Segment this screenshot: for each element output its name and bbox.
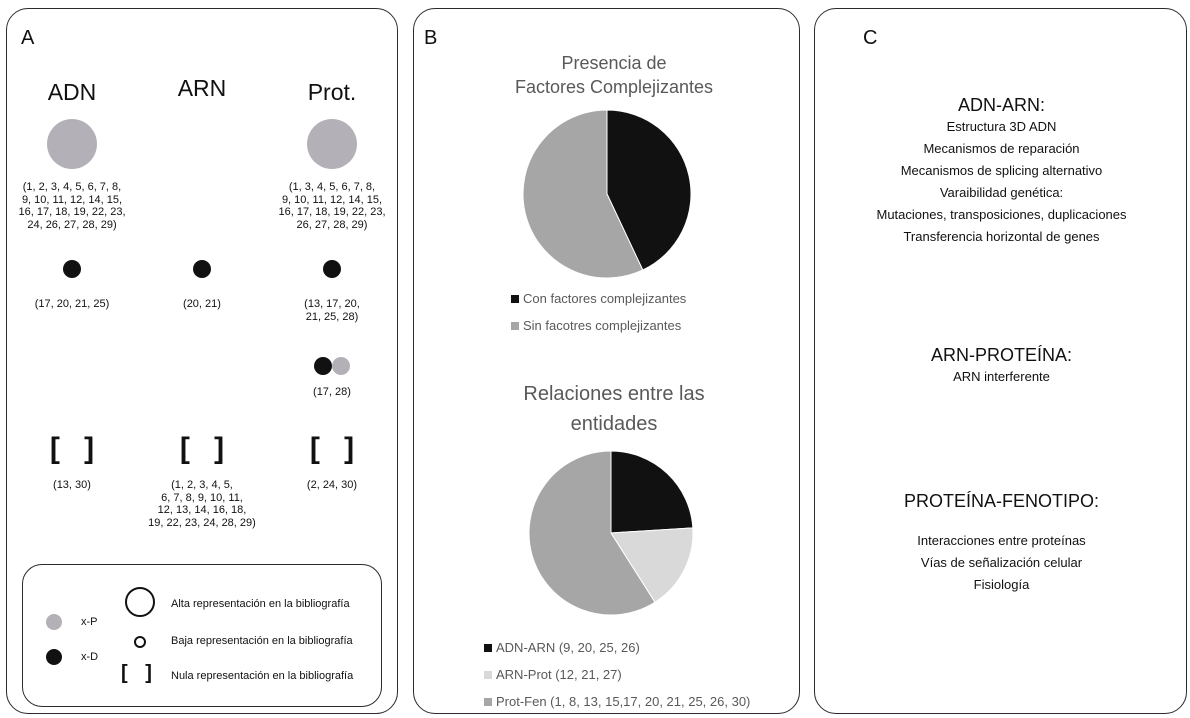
chart2-title-line2: entidades xyxy=(570,413,658,435)
chart1-legend-item-0: Con factores complejizantes xyxy=(511,291,686,306)
chart2-legend-item-0: ADN-ARN (9, 20, 25, 26) xyxy=(484,640,640,655)
section-adn-arn-item: Mecanismos de reparación xyxy=(923,141,1080,156)
legend-xp-swatch xyxy=(46,614,62,630)
section-arn-proteina-item: ARN interferente xyxy=(953,369,1050,384)
section-adn-arn-item: Transferencia horizontal de genes xyxy=(903,229,1100,244)
null-representation-bracket-adn: [ ] xyxy=(49,432,103,465)
prot-high-list: (1, 3, 4, 5, 6, 7, 8, 9, 10, 11, 12, 14,… xyxy=(278,181,386,231)
section-arn-proteina-title: ARN-PROTEÍNA: xyxy=(930,345,1072,365)
chart2-pie xyxy=(528,450,694,616)
legend-xp-label: x-P xyxy=(81,616,98,628)
chart1-title-line2: Factores Complejizantes xyxy=(514,77,714,97)
chart2-title: Relaciones entre las entidades xyxy=(474,379,754,439)
prot-null-list: (2, 24, 30) xyxy=(306,479,358,491)
arn-low-list: (20, 21) xyxy=(183,298,221,310)
legend-low-circle xyxy=(134,636,146,648)
legend-low-label: Baja representación en la bibliografía xyxy=(171,635,353,647)
section-adn-arn-item: Estructura 3D ADN xyxy=(946,119,1057,134)
section-proteina-fenotipo-item: Vías de señalización celular xyxy=(920,555,1083,570)
chart2-slice-1 xyxy=(610,527,694,603)
low-representation-xd-dot-prot xyxy=(323,260,341,278)
chart1-legend-label-0: Con factores complejizantes xyxy=(523,291,687,306)
legend-null-bracket: [ ] xyxy=(121,662,158,684)
chart1-title: Presencia de Factores Complejizantes xyxy=(474,51,754,99)
legend-xd-swatch xyxy=(46,649,62,665)
low-representation-xd-dot-arn xyxy=(193,260,211,278)
chart1-title-line1: Presencia de xyxy=(561,53,667,73)
high-representation-xp-circle-adn xyxy=(47,119,97,169)
chart2-legend-label-0: ADN-ARN (9, 20, 25, 26) xyxy=(496,640,640,655)
null-representation-bracket-arn: [ ] xyxy=(179,432,233,465)
legend-high-circle xyxy=(125,587,155,617)
chart2-legend-label-1: ARN-Prot (12, 21, 27) xyxy=(496,667,622,682)
panel-a-letter: A xyxy=(21,27,35,49)
section-arn-proteina: ARN-PROTEÍNA: ARN interferente xyxy=(815,345,1188,388)
adn-high-list: (1, 2, 3, 4, 5, 6, 7, 8, 9, 10, 11, 12, … xyxy=(18,181,126,231)
section-adn-arn-item: Mecanismos de splicing alternativo xyxy=(900,163,1103,178)
chart2-legend-item-2: Prot-Fen (1, 8, 13, 15,17, 20, 21, 25, 2… xyxy=(484,694,750,709)
chart2-legend-swatch-0 xyxy=(484,643,492,652)
chart1-slice-0 xyxy=(606,109,692,271)
prot-pair-list: (17, 28) xyxy=(313,386,351,398)
chart1-legend-swatch-0 xyxy=(511,294,519,303)
adn-low-list: (17, 20, 21, 25) xyxy=(34,298,110,310)
section-proteina-fenotipo: PROTEÍNA-FENOTIPO: Interacciones entre p… xyxy=(815,491,1188,596)
column-header-adn: ADN xyxy=(47,79,97,105)
legend-null-label: Nula representación en la bibliografía xyxy=(171,670,354,682)
adn-null-list: (13, 30) xyxy=(53,479,91,491)
legend-high-label: Alta representación en la bibliografía xyxy=(171,598,350,610)
section-proteina-fenotipo-title: PROTEÍNA-FENOTIPO: xyxy=(903,491,1099,511)
panel-a: A ADN ARN Prot. (1, 2, 3, 4, 5, 6, 7, 8,… xyxy=(6,8,398,714)
column-header-prot: Prot. xyxy=(307,79,357,105)
pair-xp-dot xyxy=(332,357,350,375)
pair-xd-dot xyxy=(314,357,332,375)
section-proteina-fenotipo-item: Fisiología xyxy=(973,577,1030,592)
section-adn-arn-item: Mutaciones, transposiciones, duplicacion… xyxy=(876,207,1127,222)
prot-low-list: (13, 17, 20, 21, 25, 28) xyxy=(304,298,360,323)
chart2-legend-label-2: Prot-Fen (1, 8, 13, 15,17, 20, 21, 25, 2… xyxy=(496,694,751,709)
chart1-legend-swatch-1 xyxy=(511,321,519,330)
chart2-legend-item-1: ARN-Prot (12, 21, 27) xyxy=(484,667,622,682)
panel-c-letter: C xyxy=(863,27,878,49)
panel-b: B Presencia de Factores Complejizantes C… xyxy=(413,8,800,714)
chart1-pie xyxy=(522,109,692,279)
section-adn-arn-title: ADN-ARN: xyxy=(957,95,1045,115)
low-representation-xd-dot-adn xyxy=(63,260,81,278)
high-representation-xp-circle-prot xyxy=(307,119,357,169)
panel-c: C ADN-ARN: Estructura 3D ADN Mecanismos … xyxy=(814,8,1187,714)
chart1-legend-label-1: Sin facotres complejizantes xyxy=(523,318,682,333)
null-representation-bracket-prot: [ ] xyxy=(309,432,363,465)
chart1-legend-item-1: Sin facotres complejizantes xyxy=(511,318,681,333)
chart2-slice-0 xyxy=(610,450,694,534)
panel-b-letter: B xyxy=(424,27,438,49)
section-adn-arn-item: Varaibilidad genética: xyxy=(939,185,1064,200)
legend-box: x-P x-D Alta representación en la biblio… xyxy=(22,564,382,707)
arn-null-list: (1, 2, 3, 4, 5, 6, 7, 8, 9, 10, 11, 12, … xyxy=(148,479,256,529)
legend-xd-label: x-D xyxy=(81,651,99,663)
chart2-legend-swatch-2 xyxy=(484,697,492,706)
chart2-title-line1: Relaciones entre las xyxy=(523,383,705,405)
chart2-legend-swatch-1 xyxy=(484,670,492,679)
chart1-slice-1 xyxy=(522,109,644,279)
section-proteina-fenotipo-item: Interacciones entre proteínas xyxy=(917,533,1086,548)
chart2-slice-2 xyxy=(528,450,656,616)
column-header-arn: ARN xyxy=(177,75,227,101)
section-adn-arn: ADN-ARN: Estructura 3D ADN Mecanismos de… xyxy=(815,95,1188,248)
